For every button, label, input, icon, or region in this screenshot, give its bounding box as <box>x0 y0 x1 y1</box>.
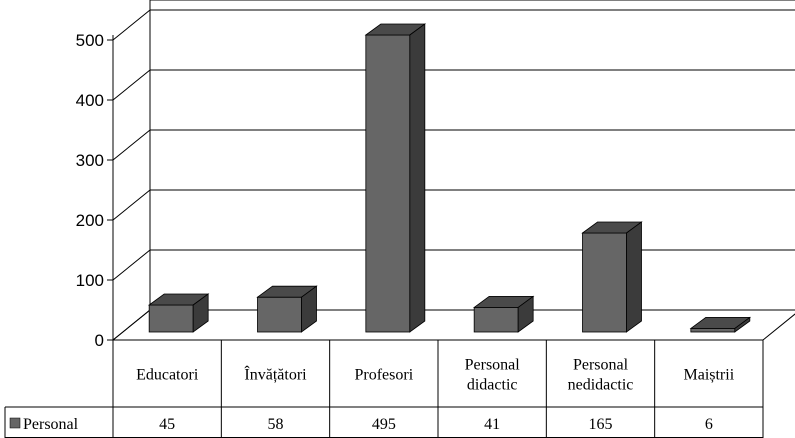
gridline-side <box>112 249 151 281</box>
y-tick-label: 100 <box>76 271 104 290</box>
floor <box>112 309 795 341</box>
category-label: didactic <box>467 377 518 394</box>
data-value-label: 6 <box>705 416 713 433</box>
bar <box>689 316 752 333</box>
data-value-label: 165 <box>589 416 613 433</box>
gridline-side <box>112 69 151 101</box>
category-label: Profesori <box>355 367 414 384</box>
legend-label: Personal <box>23 416 79 433</box>
bar-front <box>257 296 302 333</box>
back-wall-left-edge <box>112 0 151 341</box>
data-value-label: 45 <box>159 416 175 433</box>
y-tick-label: 500 <box>76 31 104 50</box>
category-label: Învățători <box>244 365 307 384</box>
bar <box>472 295 535 333</box>
category-label: Maiștrii <box>683 367 734 384</box>
bar <box>364 23 427 333</box>
gridline-side <box>112 129 151 161</box>
bar-side <box>409 23 426 333</box>
bar <box>256 285 318 333</box>
bar-front <box>582 232 627 333</box>
y-tick-label: 300 <box>76 151 104 170</box>
bar-front <box>690 327 736 333</box>
y-tick-label: 200 <box>76 211 104 230</box>
gridline-side <box>112 9 151 41</box>
y-tick-label: 0 <box>95 331 104 350</box>
bar-front <box>473 306 519 333</box>
data-value-label: 58 <box>268 416 284 433</box>
bar <box>581 221 643 333</box>
data-value-label: 495 <box>372 416 396 433</box>
bar-side <box>734 316 751 333</box>
bar-front <box>365 34 411 333</box>
category-label: Educatori <box>136 367 199 384</box>
bar-side <box>301 285 317 333</box>
bar-side <box>517 295 534 333</box>
bar-front <box>148 304 194 333</box>
category-label: Personal <box>465 357 521 374</box>
bar-side <box>192 293 209 333</box>
gridline-side <box>112 189 151 221</box>
bar <box>147 293 210 333</box>
category-label: nedidactic <box>568 377 634 394</box>
bar-side <box>626 221 642 333</box>
y-tick-label: 400 <box>76 91 104 110</box>
legend-swatch <box>9 417 21 429</box>
data-value-label: 41 <box>484 416 500 433</box>
category-label: Personal <box>573 357 629 374</box>
